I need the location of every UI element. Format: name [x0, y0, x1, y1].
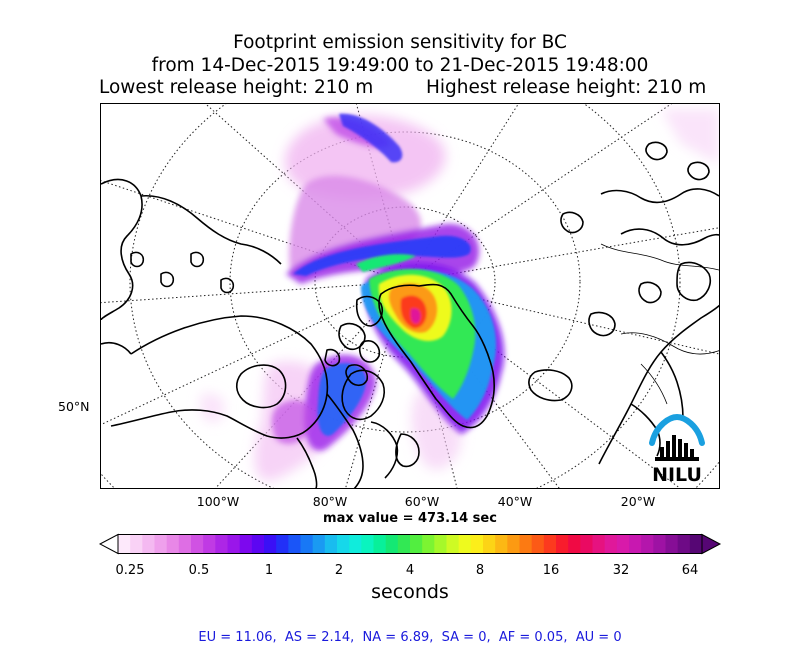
lon-label-40w: 40°W	[497, 494, 533, 509]
colorbar-cell	[470, 534, 484, 554]
colorbar-tick-8: 64	[681, 563, 699, 578]
coastlines	[101, 141, 719, 488]
colorbar-cell	[239, 534, 253, 554]
lon-label-80w: 80°W	[312, 494, 348, 509]
colorbar-cell	[422, 534, 435, 554]
colorbar-cell	[665, 534, 679, 554]
colorbar-cell	[580, 534, 593, 554]
colorbar-cell	[154, 534, 168, 554]
map-canvas	[101, 104, 719, 488]
colorbar-cell	[677, 534, 691, 554]
colorbar-cell	[434, 534, 447, 554]
colorbar-cell	[288, 534, 301, 554]
borders	[600, 243, 719, 405]
colorbar-cell	[324, 534, 338, 554]
colorbar-cell	[264, 534, 277, 554]
lon-label-60w: 60°W	[404, 494, 440, 509]
colorbar-cell	[592, 534, 606, 554]
colorbar-cell	[373, 534, 387, 554]
lowest-release-height: Lowest release height: 210 m	[99, 77, 374, 98]
colorbar-cell	[166, 534, 180, 554]
colorbar-cell	[543, 534, 557, 554]
colorbar-cell	[519, 534, 533, 554]
colorbar-cell	[568, 534, 581, 554]
colorbar-min-extension	[99, 533, 119, 555]
colorbar-cell	[446, 534, 460, 554]
colorbar-cell	[191, 534, 204, 554]
colorbar-cell	[616, 534, 630, 554]
colorbar-max-extension	[701, 533, 722, 555]
footprint-map	[100, 103, 720, 489]
colorbar-tick-3: 2	[334, 563, 344, 578]
colorbar-cell	[349, 534, 362, 554]
colorbar-cell	[251, 534, 265, 554]
colorbar-tick-5: 8	[475, 563, 485, 578]
colorbar-cell	[410, 534, 423, 554]
colorbar-cell	[531, 534, 545, 554]
colorbar-cell	[507, 534, 520, 554]
colorbar-tick-0: 0.25	[115, 563, 145, 578]
colorbar	[99, 533, 722, 555]
colorbar-cell	[337, 534, 350, 554]
highest-release-height: Highest release height: 210 m	[426, 77, 707, 98]
colorbar-outline	[117, 534, 703, 554]
nilu-logo: NILU	[649, 413, 705, 483]
lon-label-100w: 100°W	[196, 494, 240, 509]
colorbar-cell	[689, 534, 703, 554]
colorbar-cell	[361, 534, 374, 554]
lon-label-20w: 20°W	[620, 494, 656, 509]
colorbar-cell	[142, 534, 155, 554]
colorbar-tick-2: 1	[264, 563, 274, 578]
colorbar-cell	[130, 534, 143, 554]
colorbar-tick-7: 32	[612, 563, 630, 578]
colorbar-cell	[629, 534, 642, 554]
colorbar-cell	[118, 534, 131, 554]
title-line-1: Footprint emission sensitivity for BC	[233, 32, 567, 53]
colorbar-cell	[604, 534, 618, 554]
colorbar-cell	[385, 534, 399, 554]
colorbar-cell	[300, 534, 314, 554]
colorbar-cell	[556, 534, 569, 554]
colorbar-cell	[312, 534, 326, 554]
nilu-logo-text: NILU	[652, 464, 702, 483]
colorbar-cell	[178, 534, 192, 554]
colorbar-cell	[641, 534, 654, 554]
colorbar-cell	[276, 534, 289, 554]
colorbar-tick-6: 16	[542, 563, 560, 578]
colorbar-tick-4: 4	[405, 563, 415, 578]
colorbar-cell	[458, 534, 472, 554]
colorbar-cell	[215, 534, 228, 554]
lat-label-50n: 50°N	[58, 399, 90, 414]
colorbar-tick-1: 0.5	[188, 563, 210, 578]
title-line-2: from 14-Dec-2015 19:49:00 to 21-Dec-2015…	[151, 55, 649, 76]
colorbar-cell	[653, 534, 666, 554]
colorbar-cell	[397, 534, 411, 554]
colorbar-cell	[483, 534, 496, 554]
footprint-core	[378, 274, 452, 341]
colorbar-cell	[203, 534, 216, 554]
colorbar-label: seconds	[371, 581, 449, 603]
region-summary: EU = 11.06, AS = 2.14, NA = 6.89, SA = 0…	[198, 630, 622, 645]
colorbar-cell	[227, 534, 241, 554]
max-value-label: max value = 473.14 sec	[323, 511, 497, 526]
colorbar-cell	[495, 534, 508, 554]
